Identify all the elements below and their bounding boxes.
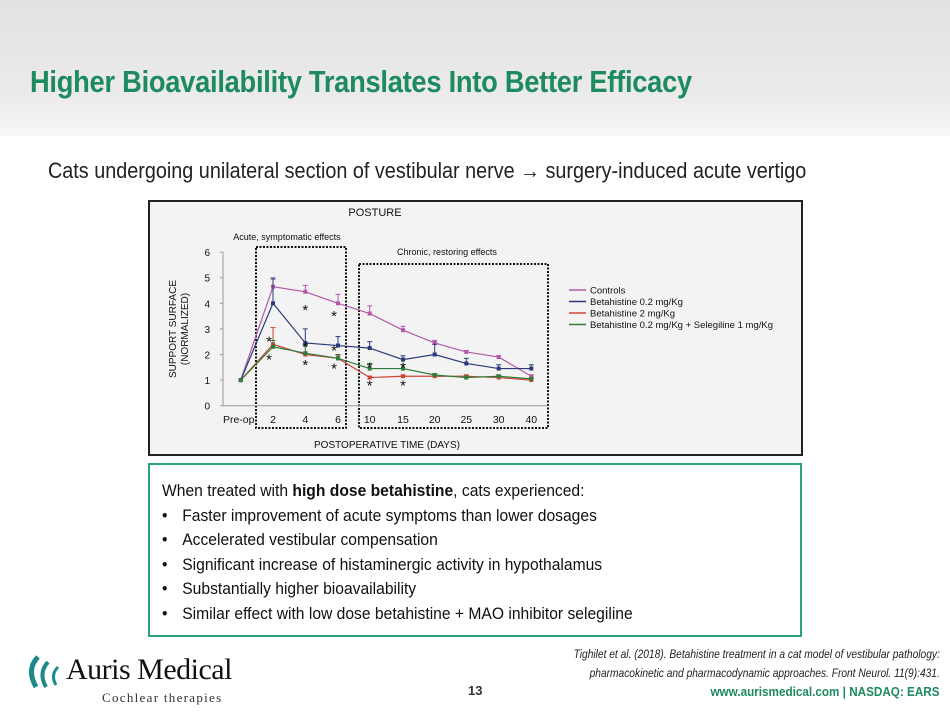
data-point <box>238 378 243 383</box>
summary-bullets: Faster improvement of acute symptoms tha… <box>162 504 800 627</box>
chart-title: POSTURE <box>348 207 401 219</box>
significance-star: * <box>331 308 337 325</box>
data-point <box>367 346 372 351</box>
slide-title: Higher Bioavailability Translates Into B… <box>30 64 692 99</box>
data-point <box>464 349 469 354</box>
data-point <box>367 375 372 380</box>
y-tick-label: 5 <box>204 274 210 285</box>
data-point <box>529 366 534 371</box>
data-point <box>401 357 405 362</box>
data-point <box>303 351 308 356</box>
x-tick-label: 6 <box>335 414 341 426</box>
bullet-item: Significant increase of histaminergic ac… <box>162 553 749 578</box>
x-tick-label: 40 <box>525 414 537 426</box>
data-point <box>367 366 372 371</box>
posture-chart: POSTURE Acute, symptomatic effects Chronic… <box>148 200 803 456</box>
citation: Tighilet et al. (2018). Betahistine trea… <box>573 647 940 680</box>
x-tick-label: Pre-op <box>223 414 255 426</box>
legend-entry: Betahistine 2 mg/Kg <box>590 309 675 320</box>
y-tick-label: 6 <box>204 248 210 259</box>
y-tick-label: 0 <box>204 402 210 413</box>
data-point <box>271 301 275 306</box>
significance-star: * <box>331 343 337 360</box>
data-point <box>336 356 340 361</box>
x-tick-label: 2 <box>270 414 276 426</box>
auris-medical-logo: Auris Medical Cochlear therapies <box>22 653 232 705</box>
data-point <box>401 374 405 379</box>
bullet-item: Faster improvement of acute symptoms tha… <box>162 504 749 529</box>
data-point <box>401 328 405 333</box>
data-point <box>336 301 340 306</box>
data-point <box>271 344 275 349</box>
x-axis-label: POSTOPERATIVE TIME (DAYS) <box>314 440 460 451</box>
x-tick-label: 20 <box>429 414 441 426</box>
significance-star: * <box>302 357 308 374</box>
significance-star: * <box>331 361 337 378</box>
page-number: 13 <box>468 683 483 698</box>
significance-star: * <box>266 352 272 369</box>
x-tick-label: 15 <box>397 414 409 426</box>
data-point <box>336 343 340 348</box>
x-tick-label: 25 <box>460 414 472 426</box>
legend-entry: Betahistine 0.2 mg/Kg + Selegiline 1 mg/… <box>590 320 773 331</box>
significance-star: * <box>367 359 373 376</box>
x-tick-label: 10 <box>364 414 376 426</box>
y-tick-label: 4 <box>204 299 210 310</box>
legend-entry: Betahistine 0.2 mg/Kg <box>590 297 683 308</box>
data-point <box>496 374 501 379</box>
region-label: Acute, symptomatic effects <box>233 232 341 242</box>
footer-link[interactable]: www.aurismedical.com | NASDAQ: EARS <box>710 684 940 699</box>
logo-arcs-icon <box>29 655 60 689</box>
significance-star: * <box>302 302 308 319</box>
region-label: Chronic, restoring effects <box>397 247 497 257</box>
data-point <box>464 361 469 366</box>
bullet-item: Substantially higher bioavailability <box>162 577 749 602</box>
legend-entry: Controls <box>590 286 626 297</box>
y-tick-label: 3 <box>204 325 210 336</box>
summary-box: When treated with high dose betahistine,… <box>148 463 802 637</box>
logo-name: Auris Medical <box>66 653 232 686</box>
data-point <box>529 374 534 379</box>
data-point <box>367 311 372 316</box>
data-point <box>303 340 308 345</box>
logo-tagline: Cochlear therapies <box>102 690 223 705</box>
bullet-item: Accelerated vestibular compensation <box>162 528 749 553</box>
y-axis-label: (NORMALIZED) <box>180 293 191 365</box>
x-tick-label: 30 <box>493 414 505 426</box>
header-band <box>0 0 950 136</box>
data-point <box>464 375 469 380</box>
data-point <box>401 366 405 371</box>
data-point <box>432 340 437 345</box>
data-point <box>529 376 534 381</box>
data-point <box>432 372 437 377</box>
bullet-item: Similar effect with low dose betahistine… <box>162 602 749 627</box>
x-tick-label: 4 <box>302 414 308 426</box>
y-axis-label: SUPPORT SURFACE <box>168 280 179 378</box>
significance-star: * <box>400 377 406 394</box>
y-tick-label: 2 <box>204 351 210 362</box>
series-line <box>240 285 532 381</box>
region-chronic-box <box>358 263 549 429</box>
data-point <box>303 289 308 294</box>
series-line <box>240 346 532 381</box>
significance-star: * <box>400 359 406 376</box>
slide-subtitle: Cats undergoing unilateral section of ve… <box>48 158 807 183</box>
series-line <box>240 302 532 381</box>
data-point <box>432 352 437 357</box>
summary-lead: When treated with high dose betahistine,… <box>162 481 585 500</box>
significance-star: * <box>302 339 308 356</box>
y-tick-label: 1 <box>204 376 210 387</box>
data-point <box>496 366 501 371</box>
data-point <box>496 355 501 360</box>
significance-star: * <box>266 334 272 351</box>
significance-star: * <box>367 377 373 394</box>
